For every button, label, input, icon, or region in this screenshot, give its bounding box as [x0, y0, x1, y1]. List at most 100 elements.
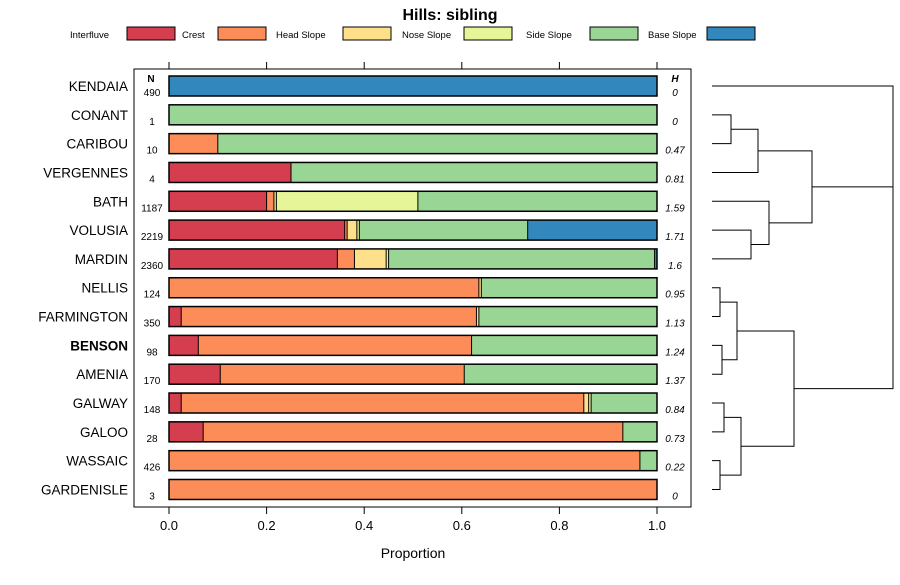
legend-swatch-side-slope	[589, 26, 639, 41]
n-value: 170	[144, 376, 161, 387]
x-tick-label: 0.8	[550, 518, 568, 533]
bar-segment-side-slope	[417, 191, 657, 212]
dendrogram-link	[712, 85, 894, 188]
bar-row: GALOO 28 0.73	[80, 421, 685, 445]
h-value: 1.59	[665, 203, 685, 214]
row-label: CARIBOU	[66, 137, 128, 152]
n-value: 4	[149, 174, 155, 185]
dendrogram-link	[712, 344, 723, 375]
bar-segment-nose-slope	[588, 393, 592, 414]
dendrogram-link	[758, 150, 813, 224]
n-value: 426	[144, 463, 161, 474]
bar-segment-crest	[181, 306, 477, 327]
bar-segment-base-slope	[654, 248, 657, 269]
n-value: 490	[144, 88, 161, 99]
row-label: GALOO	[80, 425, 128, 440]
bar-row: VERGENNES 4 0.81	[43, 161, 685, 185]
legend-swatch-crest	[217, 26, 267, 41]
n-value: 3	[149, 491, 155, 502]
n-value: 98	[146, 347, 158, 358]
row-label: AMENIA	[76, 367, 128, 382]
h-value: 1.71	[665, 232, 684, 243]
bar-outline	[168, 161, 658, 184]
bar-segment-side-slope	[639, 450, 657, 471]
bar-outline	[168, 421, 658, 443]
h-value: 1.24	[665, 347, 685, 358]
bar-segment-interfluve	[169, 364, 221, 385]
bar-segment-head-slope	[347, 220, 357, 241]
bar-segment-side-slope	[217, 133, 658, 154]
dendrogram-link	[712, 287, 721, 318]
bar-row: NELLIS 124 0.95	[81, 276, 685, 301]
n-value: 2360	[141, 261, 164, 272]
bar-segment-interfluve	[169, 162, 291, 183]
bar-segment-side-slope	[591, 393, 657, 414]
legend-swatch-head-slope	[342, 26, 392, 41]
bar-segment-crest	[169, 450, 640, 471]
bar-row: MARDIN 2360 1.6	[75, 248, 682, 272]
bar-row: AMENIA 170 1.37	[76, 363, 685, 387]
h-value: 0.84	[665, 405, 685, 416]
legend: Interfluve Crest Head Slope Nose Slope Side …	[70, 26, 756, 41]
bar-segment-head-slope	[478, 277, 482, 298]
legend-label-side-slope: Side Slope	[526, 30, 572, 41]
h-value: 0	[672, 88, 678, 99]
dendrogram-link	[720, 301, 738, 361]
bar-segment-interfluve	[169, 220, 345, 241]
bar-outline	[168, 219, 658, 241]
legend-label-nose-slope: Nose Slope	[402, 30, 451, 41]
bar-segment-head-slope	[354, 248, 387, 269]
h-column-header: H	[671, 74, 679, 85]
x-tick-label: 0.2	[258, 518, 276, 533]
h-value: 1.13	[665, 319, 685, 330]
h-value: 1.6	[668, 261, 682, 272]
n-value: 148	[144, 405, 161, 416]
h-value: 1.37	[665, 376, 685, 387]
bar-segment-nose-slope	[386, 248, 389, 269]
bar-segment-crest	[181, 393, 584, 414]
x-tick-label: 0.6	[453, 518, 471, 533]
row-label: WASSAIC	[66, 454, 128, 469]
x-axis: 0.0 0.2 0.4 0.6 0.8 1.0	[160, 507, 666, 533]
h-value: 0.22	[665, 463, 685, 474]
h-value: 0	[672, 491, 678, 502]
legend-swatch-interfluve	[126, 26, 176, 41]
bar-segment-interfluve	[169, 421, 204, 442]
bar-segment-side-slope	[478, 306, 657, 327]
row-label: GARDENISLE	[41, 482, 128, 497]
h-value: 0	[672, 117, 678, 128]
bar-segment-crest	[169, 479, 657, 500]
bar-row: KENDAIA 490 0	[69, 75, 678, 99]
bar-row: CONANT 1 0	[71, 104, 678, 128]
bar-outline	[168, 75, 658, 97]
x-axis-label: Proportion	[381, 545, 446, 561]
bar-segment-head-slope	[583, 393, 589, 414]
dendrogram	[712, 85, 894, 490]
n-value: 2219	[141, 232, 164, 243]
legend-label-base-slope: Base Slope	[648, 30, 697, 41]
bar-segment-crest	[203, 421, 623, 442]
bar-outline	[168, 190, 658, 213]
legend-swatch-nose-slope	[463, 26, 513, 41]
plot-frame	[133, 68, 692, 508]
bar-row: FARMINGTON 350 1.13	[38, 305, 685, 330]
bar-row: GARDENISLE 3 0	[41, 478, 678, 502]
row-label: NELLIS	[81, 281, 128, 296]
n-column-header: N	[147, 74, 154, 85]
bar-outline	[168, 334, 658, 357]
row-label: CONANT	[71, 108, 128, 123]
bar-segment-side-slope	[464, 364, 657, 385]
n-value: 28	[146, 434, 158, 445]
bar-row: CARIBOU 10 0.47	[66, 132, 685, 157]
bar-row: BATH 1187 1.59	[93, 190, 685, 214]
dendrogram-link	[712, 114, 732, 145]
x-tick-label: 1.0	[648, 518, 666, 533]
legend-label-interfluve: Interfluve	[70, 30, 109, 41]
h-value: 0.81	[665, 174, 684, 185]
bar-segment-crest	[169, 277, 479, 298]
bar-segment-interfluve	[169, 248, 338, 269]
bar-segment-base-slope	[527, 220, 657, 241]
h-value: 0.47	[665, 146, 685, 157]
